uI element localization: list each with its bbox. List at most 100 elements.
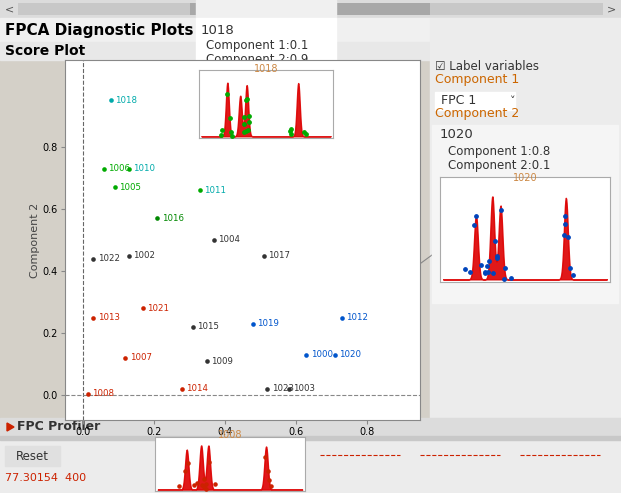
Text: 1005: 1005 (119, 183, 141, 192)
Text: 1016: 1016 (161, 214, 184, 223)
Point (286, 130, 296, 138)
Text: Reset: Reset (16, 450, 48, 462)
Point (260, 453, 270, 461)
Point (242, 96, 252, 104)
Point (241, 127, 251, 135)
Text: 1004: 1004 (219, 236, 240, 245)
Bar (190, 3, 430, 15)
Point (560, 212, 569, 220)
Point (264, 476, 274, 484)
Text: 1000: 1000 (310, 351, 333, 359)
Text: 1013: 1013 (97, 313, 120, 322)
Text: Component 2:0.0: Component 2:0.0 (137, 368, 239, 382)
Bar (196, 18, 336, 90)
Point (120, 354, 130, 362)
Point (266, 482, 276, 490)
Point (240, 113, 250, 121)
Point (492, 254, 502, 262)
Point (248, 320, 258, 328)
Text: 1008: 1008 (132, 338, 166, 351)
Point (484, 268, 494, 276)
Text: 1008: 1008 (93, 389, 114, 398)
Text: 1007: 1007 (130, 353, 152, 362)
Text: 1019: 1019 (258, 319, 279, 328)
Point (199, 475, 209, 483)
Point (559, 232, 569, 240)
Text: 1002: 1002 (133, 251, 155, 260)
Point (245, 118, 255, 126)
Text: >: > (607, 4, 617, 14)
Point (124, 251, 134, 259)
Point (106, 97, 116, 105)
Point (227, 132, 237, 140)
Text: Component 1: Component 1 (435, 73, 519, 86)
Text: ˅: ˅ (510, 96, 515, 106)
Text: Component 2: Component 2 (435, 107, 519, 120)
Bar (5, 446, 60, 466)
Point (239, 128, 249, 136)
Point (263, 385, 273, 393)
Point (480, 269, 490, 277)
Bar (0, 418, 621, 436)
Point (285, 127, 295, 135)
Point (476, 261, 486, 269)
Point (152, 214, 162, 222)
Text: 1020: 1020 (339, 351, 361, 359)
Point (201, 485, 211, 493)
X-axis label: Component 1: Component 1 (205, 440, 280, 450)
Point (88, 255, 98, 263)
Point (500, 264, 510, 272)
Bar (0, 42, 621, 60)
Point (110, 183, 120, 191)
Point (217, 126, 227, 134)
Point (244, 112, 254, 120)
Point (480, 268, 490, 276)
Point (243, 126, 253, 134)
Point (99, 165, 109, 173)
Point (560, 219, 569, 227)
Text: Component 2:0.9: Component 2:0.9 (206, 54, 309, 67)
Text: 1020: 1020 (513, 173, 537, 183)
Text: 1018: 1018 (201, 24, 235, 36)
Text: 1018: 1018 (254, 64, 278, 74)
Text: ☑ Label variables: ☑ Label variables (435, 60, 539, 72)
Point (563, 233, 573, 241)
Point (83, 389, 93, 397)
Point (499, 275, 509, 283)
Text: Component 1:0.8: Component 1:0.8 (448, 144, 550, 157)
Text: 1010: 1010 (133, 164, 155, 173)
Point (189, 481, 199, 489)
Point (487, 269, 497, 277)
Bar (127, 330, 305, 418)
Text: 1017: 1017 (268, 251, 290, 260)
Point (124, 165, 134, 173)
Point (471, 212, 481, 220)
Text: 1022: 1022 (97, 254, 120, 263)
Point (337, 314, 347, 321)
Text: 1020: 1020 (440, 129, 474, 141)
Point (222, 90, 232, 98)
Text: <: < (4, 4, 14, 14)
Text: FPC Profiler: FPC Profiler (17, 421, 100, 433)
Text: 1009: 1009 (211, 356, 233, 365)
Bar (0, 0, 621, 18)
Bar (0, 440, 621, 493)
Point (193, 479, 202, 487)
Point (225, 114, 235, 122)
Point (202, 357, 212, 365)
Point (138, 304, 148, 312)
Point (284, 385, 294, 393)
Bar (0, 436, 621, 440)
Point (174, 482, 184, 490)
Point (195, 186, 205, 194)
Text: Score Plot: Score Plot (5, 44, 85, 58)
Point (177, 385, 187, 393)
Point (209, 480, 219, 488)
Bar (430, 18, 621, 430)
Point (469, 221, 479, 229)
Point (490, 237, 500, 245)
Y-axis label: Component 2: Component 2 (30, 202, 40, 278)
Point (506, 274, 516, 282)
Point (460, 265, 470, 273)
Text: 77.30154  400: 77.30154 400 (5, 473, 86, 483)
